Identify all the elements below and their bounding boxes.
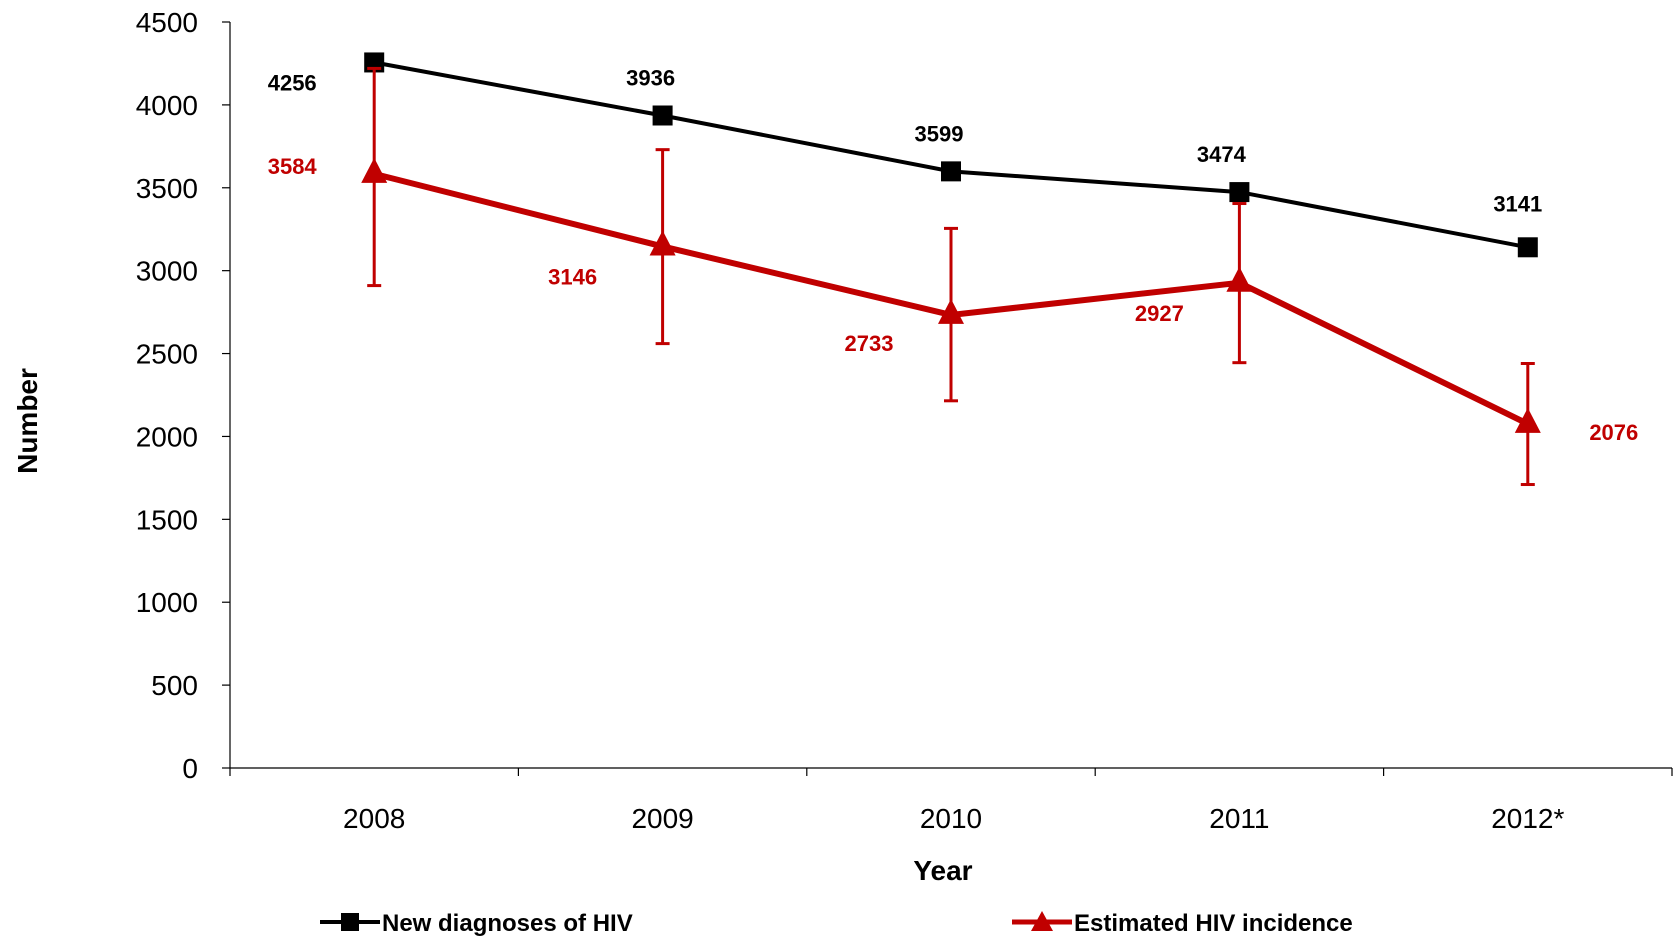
legend-label-new-diagnoses: New diagnoses of HIV [382,910,633,937]
series-layer [361,52,1541,487]
triangle-marker [1226,266,1253,292]
triangle-marker [938,298,964,324]
y-tick-label: 2000 [136,421,198,452]
series-new-diagnoses [364,52,1538,258]
x-tick-label: 2012* [1491,803,1564,834]
data-label: 2733 [845,331,894,356]
x-axis-title: Year [913,855,972,886]
triangle-marker [1514,407,1541,433]
y-tick-label: 3000 [136,256,198,287]
y-axis-title: Number [12,368,43,474]
square-marker [1229,182,1250,203]
square-marker [652,105,673,126]
data-label: 2076 [1589,420,1638,445]
legend-triangle-marker [1031,911,1053,931]
data-label: 4256 [268,70,317,95]
triangle-marker [649,230,676,256]
x-tick-label: 2008 [343,803,405,834]
square-marker [1517,237,1538,258]
legend-label-estimated-incidence: Estimated HIV incidence [1074,910,1353,937]
y-tick-label: 1000 [136,587,198,618]
y-tick-label: 3500 [136,173,198,204]
data-labels: 4256 3936 3599 3474 3141 3584 3146 2733 2927 2076 [268,65,1639,444]
x-tick-label: 2009 [631,803,693,834]
axes: 0 500 1000 1500 2000 2500 3000 3500 4000 4500 2008… [136,7,1673,834]
legend-item-new-diagnoses: New diagnoses of HIV [320,910,633,937]
y-tick-label: 4500 [136,7,198,38]
y-tick-label: 2500 [136,339,198,370]
series-estimated-incidence [361,66,1541,487]
data-label: 3936 [626,65,675,90]
legend-item-estimated-incidence: Estimated HIV incidence [1012,910,1353,937]
y-tick-label: 1500 [136,504,198,535]
square-marker [941,161,961,182]
data-label: 3474 [1197,142,1247,167]
data-label: 3146 [548,264,597,289]
data-label: 3599 [915,121,964,146]
data-label: 2927 [1135,301,1184,326]
y-tick-label: 4000 [136,90,198,121]
triangle-marker [361,157,388,183]
x-tick-label: 2011 [1209,803,1269,834]
legend-square-marker [341,913,359,931]
x-tick-label: 2010 [920,803,982,834]
y-tick-label: 0 [182,753,198,784]
legend: New diagnoses of HIV Estimated HIV incid… [320,910,1353,937]
data-label: 3141 [1493,191,1542,216]
y-tick-label: 500 [151,670,198,701]
data-label: 3584 [268,154,318,179]
